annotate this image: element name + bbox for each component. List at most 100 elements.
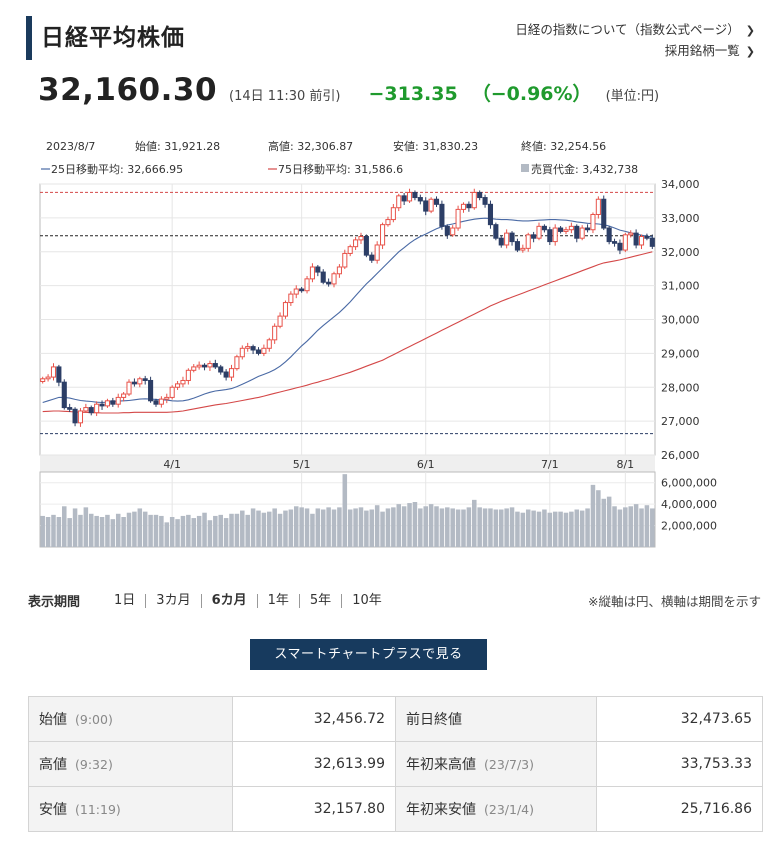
volume-bar bbox=[601, 498, 607, 547]
volume-bar bbox=[639, 508, 644, 547]
volume-bar bbox=[256, 510, 261, 547]
volume-bar bbox=[552, 511, 558, 547]
candle-body bbox=[239, 347, 245, 358]
candle-body bbox=[498, 237, 504, 246]
candle-body bbox=[142, 378, 148, 381]
candle-body bbox=[601, 198, 607, 229]
volume-bar bbox=[569, 511, 574, 547]
candle-body bbox=[99, 403, 105, 407]
candle-body bbox=[396, 195, 402, 209]
volume-bar bbox=[644, 505, 650, 547]
components-link[interactable]: 採用銘柄一覧 ❯ bbox=[515, 41, 755, 62]
volume-bar bbox=[245, 514, 250, 547]
candle-body bbox=[563, 229, 569, 232]
volume-bar bbox=[617, 509, 623, 547]
candle-body bbox=[61, 381, 67, 409]
candle-body bbox=[131, 381, 137, 385]
volume-bar bbox=[240, 510, 245, 547]
top-links: 日経の指数について（指数公式ページ） ❯ 採用銘柄一覧 ❯ bbox=[515, 20, 755, 62]
candle-body bbox=[228, 368, 235, 378]
volume-bar bbox=[482, 508, 488, 547]
candle-body bbox=[110, 400, 116, 405]
candle-body bbox=[175, 383, 181, 388]
candlestick-chart[interactable]: 2023/8/7 始値: 31,921.28 高値: 32,306.87 安値: 31… bbox=[38, 132, 738, 552]
candle-body bbox=[568, 225, 574, 231]
candle-body bbox=[433, 198, 440, 205]
info-high: 高値: 32,306.87 bbox=[268, 139, 353, 153]
volume-bar bbox=[461, 509, 466, 547]
candle-body bbox=[439, 203, 445, 227]
candle-body bbox=[347, 246, 353, 254]
chart-svg[interactable]: 2023/8/7 始値: 31,921.28 高値: 32,306.87 安値: 31… bbox=[38, 132, 738, 552]
page-title-block: 日経平均株価 bbox=[26, 16, 185, 60]
period-option-1d[interactable]: 1日 bbox=[114, 592, 136, 608]
volume-bar bbox=[466, 507, 472, 547]
candle-body bbox=[374, 244, 380, 261]
high-label: 高値 bbox=[39, 757, 67, 773]
candle-body bbox=[353, 239, 359, 248]
candle-body bbox=[595, 198, 601, 215]
volume-bar bbox=[342, 474, 348, 547]
volume-bar bbox=[83, 507, 89, 547]
volume-bar bbox=[137, 508, 143, 547]
candle-body bbox=[477, 191, 483, 199]
volume-bar bbox=[493, 509, 499, 547]
volume-bar bbox=[418, 508, 423, 547]
candle-body bbox=[628, 232, 634, 236]
candle-body bbox=[531, 234, 537, 239]
candle-body bbox=[331, 273, 337, 285]
volume-bar bbox=[326, 507, 331, 547]
volume-bar bbox=[439, 508, 445, 547]
candle-body bbox=[444, 225, 450, 236]
volume-bar bbox=[401, 506, 407, 547]
volume-bar bbox=[310, 513, 315, 547]
y-tick-label: 28,000 bbox=[661, 381, 700, 394]
stat-label: 年初来高値 (23/7/3) bbox=[395, 741, 597, 787]
volume-bar bbox=[455, 509, 461, 547]
volume-bar bbox=[320, 509, 326, 547]
candle-body bbox=[196, 364, 202, 368]
candle-body bbox=[115, 396, 121, 405]
volume-bar bbox=[423, 506, 428, 547]
candle-body bbox=[450, 227, 456, 236]
open-label: 始値 bbox=[39, 712, 67, 728]
period-option-5y[interactable]: 5年 bbox=[298, 593, 341, 608]
candle-body bbox=[320, 271, 326, 283]
period-option-3m[interactable]: 3カ月 bbox=[145, 593, 200, 608]
ytd-low-label: 年初来安値 bbox=[406, 802, 476, 818]
volume-bar bbox=[105, 514, 110, 547]
volume-bar bbox=[590, 484, 596, 547]
volume-bar bbox=[331, 509, 337, 547]
candle-body bbox=[164, 396, 170, 400]
volume-bar bbox=[272, 508, 277, 547]
volume-plot-frame bbox=[39, 471, 656, 548]
candle-body bbox=[541, 225, 547, 231]
volume-bar bbox=[428, 504, 434, 547]
volume-bar bbox=[434, 506, 439, 547]
stats-table: 始値 (9:00) 32,456.72 前日終値 32,473.65 高値 (9:3… bbox=[28, 696, 763, 832]
volume-tick-label: 2,000,000 bbox=[661, 520, 717, 533]
volume-bar bbox=[579, 510, 585, 547]
period-option-10y[interactable]: 10年 bbox=[341, 593, 392, 608]
candle-body bbox=[406, 191, 413, 202]
candle-body bbox=[250, 346, 256, 351]
about-index-link[interactable]: 日経の指数について（指数公式ページ） ❯ bbox=[515, 20, 755, 41]
period-option-1y[interactable]: 1年 bbox=[256, 593, 299, 608]
x-tick-label: 4/1 bbox=[163, 458, 181, 471]
period-option-6m[interactable]: 6カ月 bbox=[200, 593, 257, 608]
volume-bar bbox=[337, 507, 342, 547]
volume-bar bbox=[234, 513, 240, 547]
ytd-low-value: 25,716.86 bbox=[596, 786, 763, 832]
candle-body bbox=[471, 191, 477, 209]
volume-bar bbox=[45, 517, 51, 547]
volume-bar bbox=[213, 515, 218, 547]
smart-chart-button[interactable]: スマートチャートプラスで見る bbox=[250, 639, 487, 670]
ytd-high-label: 年初来高値 bbox=[406, 757, 476, 773]
candle-body bbox=[390, 207, 396, 221]
candle-body bbox=[611, 241, 618, 244]
volume-bar bbox=[283, 510, 288, 547]
volume-bar bbox=[94, 515, 99, 547]
volume-bar bbox=[563, 512, 569, 547]
prev-close-label: 前日終値 bbox=[406, 712, 462, 728]
candle-body bbox=[552, 227, 558, 243]
